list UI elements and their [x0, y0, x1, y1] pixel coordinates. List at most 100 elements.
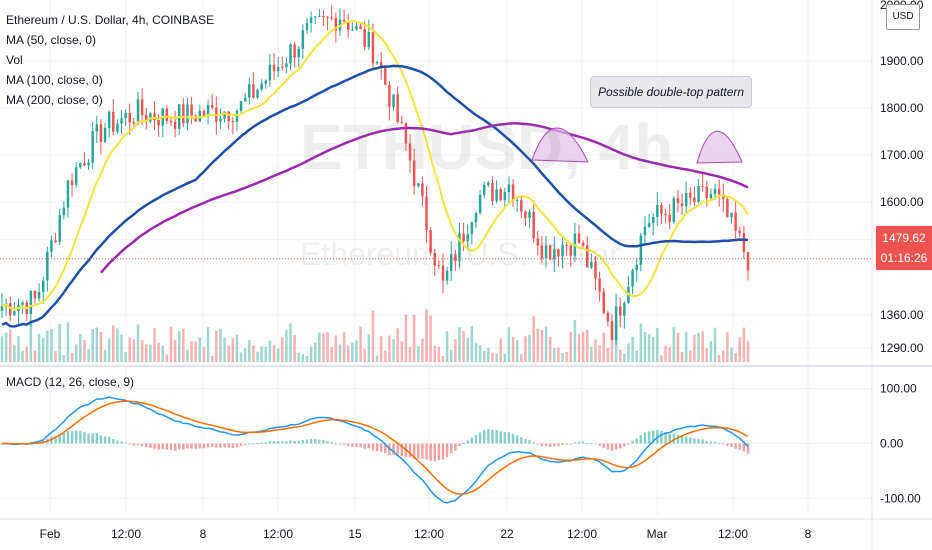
candle-body — [29, 290, 33, 315]
volume-bar — [429, 315, 432, 362]
candle-body — [227, 111, 230, 122]
candle-body — [330, 17, 333, 19]
candle-body — [511, 184, 515, 201]
macd-histogram-bar — [738, 443, 741, 450]
ma200-line — [99, 122, 749, 274]
volume-bar — [433, 345, 436, 362]
candle-body — [660, 204, 663, 214]
volume-bar — [9, 329, 12, 362]
candle-body — [429, 230, 432, 253]
candle-body — [565, 244, 568, 246]
macd-histogram-bar — [697, 438, 700, 444]
volume-bar — [503, 353, 507, 362]
macd-label[interactable]: MACD (12, 26, close, 9) — [6, 375, 135, 389]
volume-bar — [660, 355, 663, 362]
volume-bar — [367, 334, 371, 362]
candle-body — [70, 180, 74, 185]
macd-histogram-bar — [305, 439, 309, 444]
candle-body — [297, 48, 300, 58]
candle-body — [553, 249, 556, 260]
macd-histogram-bar — [569, 443, 573, 445]
candle-body — [359, 25, 362, 30]
candle-body — [268, 64, 272, 81]
volume-bar — [701, 331, 704, 362]
volume-bar — [573, 319, 577, 362]
time-tick-label: 12:00 — [414, 527, 444, 541]
macd-histogram-bar — [206, 443, 210, 448]
candle-body — [173, 121, 177, 129]
volume-bar — [680, 351, 684, 362]
volume-bar — [215, 330, 218, 362]
volume-bar — [384, 350, 387, 362]
macd-histogram-bar — [425, 443, 428, 460]
macd-histogram-bar — [338, 443, 342, 445]
volume-bar — [491, 352, 494, 362]
currency-badge[interactable]: USD — [886, 4, 920, 30]
macd-histogram-bar — [676, 434, 680, 444]
candle-body — [717, 188, 721, 195]
macd-histogram-bar — [190, 443, 193, 449]
indicator-ma100-label[interactable]: MA (100, close, 0) — [6, 73, 103, 87]
candle-body — [120, 118, 123, 124]
double-top-annotation[interactable]: Possible double-top pattern — [590, 76, 752, 108]
volume-bar — [46, 330, 49, 362]
candle-body — [33, 290, 37, 299]
volume-bar — [260, 346, 263, 362]
volume-bar — [210, 355, 214, 362]
candle-body — [46, 251, 49, 281]
candle-body — [470, 222, 474, 235]
volume-bar — [91, 329, 94, 362]
volume-bar — [124, 352, 127, 362]
volume-bar — [404, 314, 408, 362]
macd-histogram-bar — [507, 432, 511, 444]
volume-bar — [83, 339, 86, 362]
macd-histogram-bar — [74, 430, 78, 444]
pattern-top-right — [696, 130, 743, 164]
indicator-ma50-label[interactable]: MA (50, close, 0) — [6, 33, 97, 47]
volume-bar — [112, 325, 115, 362]
volume-bar — [116, 328, 119, 362]
volume-bar — [355, 340, 358, 362]
candle-body — [190, 104, 193, 116]
candle-body — [606, 312, 610, 322]
macd-histogram-bar — [557, 443, 560, 447]
macd-histogram-bar — [182, 443, 185, 450]
candle-body — [231, 121, 235, 123]
volume-bar — [194, 341, 197, 362]
indicator-vol-label[interactable]: Vol — [6, 53, 23, 67]
volume-bar — [705, 348, 709, 362]
candle-body — [713, 188, 717, 195]
macd-histogram-bar — [499, 431, 502, 444]
macd-histogram-bar — [210, 443, 214, 448]
candle-body — [140, 99, 144, 115]
macd-histogram-bar — [194, 443, 197, 449]
volume-bar — [351, 342, 354, 362]
macd-histogram-bar — [445, 443, 449, 458]
candle-body — [412, 160, 416, 187]
volume-bar — [227, 344, 230, 362]
candle-body — [532, 211, 535, 239]
macd-histogram-bar — [140, 443, 144, 447]
time-tick-label: 12:00 — [718, 527, 748, 541]
volume-bar — [618, 349, 622, 362]
candle-body — [680, 203, 684, 207]
macd-histogram-bar — [742, 443, 746, 452]
candle-body — [478, 195, 482, 213]
volume-bar — [297, 352, 300, 362]
volume-bar — [21, 350, 24, 362]
candle-body — [433, 252, 436, 266]
volume-bar — [4, 332, 8, 362]
macd-histogram-bar — [252, 443, 255, 445]
volume-bar — [120, 334, 123, 362]
volume-bar — [239, 352, 243, 362]
candle-body — [210, 105, 214, 108]
macd-histogram-bar — [668, 433, 671, 444]
macd-histogram-bar — [606, 443, 610, 450]
volume-bar — [594, 339, 597, 362]
macd-histogram-bar — [54, 435, 57, 444]
indicator-ma200-label[interactable]: MA (200, close, 0) — [6, 93, 103, 107]
macd-histogram-bar — [62, 432, 66, 444]
candle-body — [305, 23, 309, 31]
